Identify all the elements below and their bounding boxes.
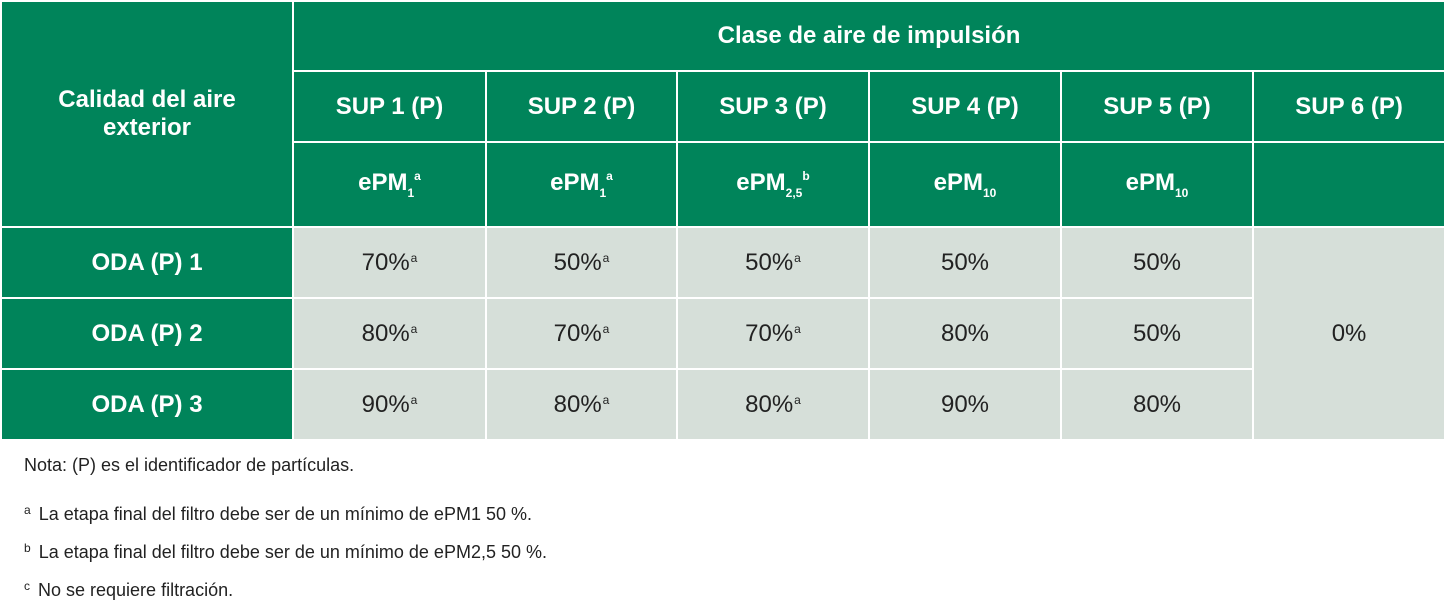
table-cell: 80%a xyxy=(676,368,870,441)
table-cell: 80%a xyxy=(485,368,678,441)
footnote-a: a La etapa final del filtro debe ser de u… xyxy=(24,503,532,524)
table-cell: 50% xyxy=(868,226,1062,299)
table-cell: 90% xyxy=(868,368,1062,441)
column-header-sup5: SUP 5 (P) xyxy=(1060,70,1254,143)
supply-air-filter-table: Calidad del aire exterior Clase de aire … xyxy=(0,0,1444,441)
table-cell: 50%a xyxy=(485,226,678,299)
table-cell: 90%a xyxy=(292,368,487,441)
sup6-merged-cell: 0% xyxy=(1251,226,1444,441)
column-header-sup3: SUP 3 (P) xyxy=(676,70,870,143)
pm-class-sup6 xyxy=(1251,141,1444,228)
row-label: ODA (P) 1 xyxy=(0,226,294,299)
table-cell: 80%a xyxy=(292,297,487,370)
pm-class-sup3: ePM2,5b xyxy=(676,141,870,228)
table-cell: 50% xyxy=(1060,297,1254,370)
table-cell: 80% xyxy=(868,297,1062,370)
table-cell: 50%a xyxy=(676,226,870,299)
footnote-c: c No se requiere filtración. xyxy=(24,579,234,600)
pm-class-sup4: ePM10 xyxy=(868,141,1062,228)
supply-air-class-header: Clase de aire de impulsión xyxy=(291,0,1444,72)
column-header-sup1: SUP 1 (P) xyxy=(292,70,487,143)
column-header-sup2: SUP 2 (P) xyxy=(485,70,678,143)
outdoor-air-quality-header: Calidad del aire exterior xyxy=(0,0,294,228)
table-cell: 50% xyxy=(1060,226,1254,299)
table-row: ODA (P) 3 90%a 80%a 80%a 90% 80% xyxy=(0,368,1444,441)
pm-class-sup1: ePM1a xyxy=(292,141,487,228)
row-label: ODA (P) 3 xyxy=(0,368,294,441)
table-cell: 80% xyxy=(1060,368,1254,441)
table-row: ODA (P) 2 80%a 70%a 70%a 80% 50% xyxy=(0,297,1444,370)
particle-id-note: Nota: (P) es el identificador de partícu… xyxy=(24,455,355,475)
table-cell: 70%a xyxy=(676,297,870,370)
row-label: ODA (P) 2 xyxy=(0,297,294,370)
pm-class-sup5: ePM10 xyxy=(1060,141,1254,228)
table-cell: 70%a xyxy=(292,226,487,299)
pm-class-sup2: ePM1a xyxy=(485,141,678,228)
column-header-sup6: SUP 6 (P) xyxy=(1251,70,1444,143)
table-cell: 70%a xyxy=(485,297,678,370)
footnote-b: b La etapa final del filtro debe ser de u… xyxy=(24,541,547,562)
column-header-sup4: SUP 4 (P) xyxy=(868,70,1062,143)
table-row: ODA (P) 1 70%a 50%a 50%a 50% 50% 0% xyxy=(0,226,1444,441)
